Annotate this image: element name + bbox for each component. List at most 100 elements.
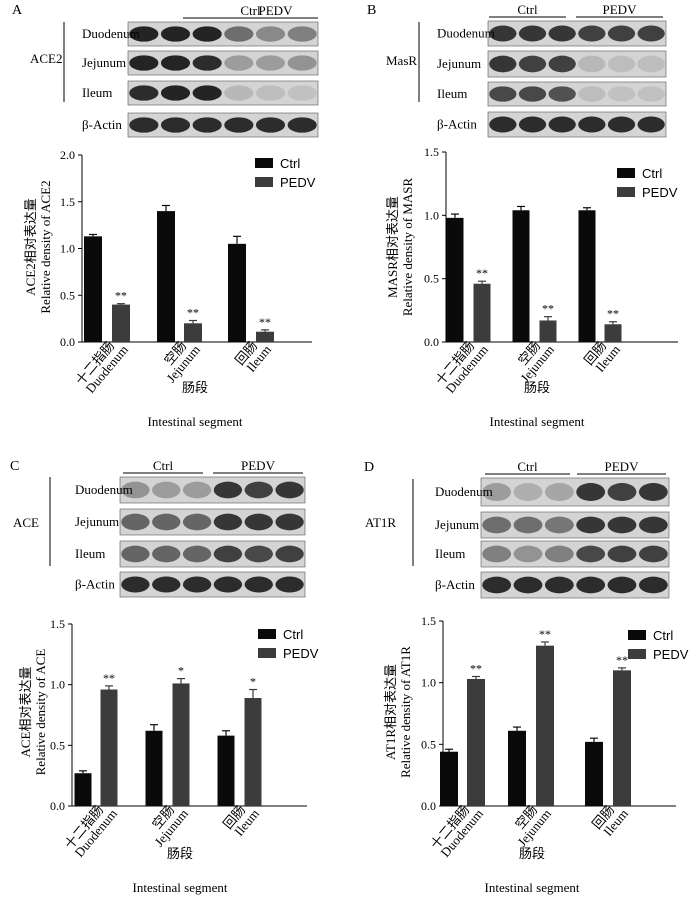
y-title-en: Relative density of ACE2 [38,180,53,313]
blot-band [578,86,606,102]
panel-d: D Ctrl PEDV AT1R Duodenum Jejunum Ileum β-Actin… [364,459,689,895]
blot-band [192,55,222,71]
blot-row-actin: β-Actin [437,111,667,138]
blot-band [244,576,273,593]
bar-pedv [112,304,130,342]
legend-label-ctrl: Ctrl [283,627,303,642]
blot-strip [487,50,667,78]
protein-label: ACE2 [30,51,63,66]
bar-pedv [100,689,118,806]
blot-band [244,513,273,531]
y-title-cn: ACE相对表达量 [18,666,33,757]
blot-band [224,85,254,101]
y-tick-label: 0.0 [60,335,75,349]
bar-ctrl [512,210,530,342]
row-label: Ileum [75,546,105,561]
blot-row-actin: β-Actin [435,571,670,599]
blot-strip [480,571,670,599]
row-label: Jejunum [435,517,479,532]
x-title-cn: 肠段 [182,380,208,395]
y-title-en: Relative density of AT1R [398,646,413,778]
blot-strip [487,81,667,107]
blot-band [192,85,222,101]
blot-row-duodenum: Duodenum [82,21,319,47]
y-title-en: Relative density of MASR [400,178,415,317]
blot-band [489,25,517,42]
significance-mark: ** [542,302,554,316]
blot-band [224,55,254,71]
legend-swatch-ctrl [617,168,635,178]
bar-pedv [467,678,485,806]
protein-label: MasR [386,53,417,68]
blot-band [121,513,150,531]
bar-ctrl [508,730,526,806]
y-tick-label: 2.0 [60,148,75,162]
blot-row-jejunum: Jejunum [75,508,306,536]
group-label-pedv: PEDV [241,458,276,473]
blot-band [152,545,181,563]
legend-swatch-pedv [255,177,273,187]
blot-row-duodenum: Duodenum [435,477,670,507]
bar-pedv [536,645,554,806]
x-category-label: 十二指肠Duodenum [432,334,491,396]
blot-band [482,483,512,501]
blot-band [489,55,517,73]
y-axis-title: ACE相对表达量Relative density of ACE [18,649,48,776]
blot-row-jejunum: Jejunum [435,511,670,539]
bar-ctrl [217,735,235,806]
blot-strip [487,111,667,138]
x-title-en: Intestinal segment [148,414,243,429]
x-category-label: 十二指肠Duodenum [427,798,486,860]
protein-label: ACE [13,515,39,530]
blot-strip [480,477,670,507]
blot-row-duodenum: Duodenum [75,476,306,504]
blot-band [129,26,159,42]
blot-band [544,576,574,594]
blot-band [182,513,212,531]
x-category-label: 十二指肠Duodenum [61,798,120,860]
blot-band [482,516,512,534]
blot-band [287,85,317,101]
significance-mark: ** [259,315,271,329]
blot-band [637,86,665,102]
bar-pedv [473,283,491,342]
x-title-en: Intestinal segment [490,414,585,429]
legend-label-pedv: PEDV [653,647,689,662]
y-axis-title: AT1R相对表达量Relative density of AT1R [383,646,413,778]
blot-band [544,483,574,501]
x-title-en: Intestinal segment [485,880,580,895]
blot-strip [119,508,306,536]
blot-band [287,26,317,42]
blot-band [548,116,576,133]
y-title-cn: AT1R相对表达量 [383,664,398,760]
blot-strip [127,21,319,47]
blot-band [637,55,665,73]
blot-band [544,545,574,563]
blot-band [244,481,273,499]
significance-mark: * [178,664,184,678]
row-label: β-Actin [82,117,122,132]
row-label: Duodenum [82,26,140,41]
blot-band [213,481,243,499]
blot-band [482,576,512,594]
bar-ctrl [446,217,464,342]
y-tick-label: 1.0 [421,676,436,690]
y-tick-label: 1.0 [60,242,75,256]
blot-band [152,513,181,531]
legend-label-pedv: PEDV [642,185,678,200]
bar-pedv [613,670,631,806]
blot-band [213,545,243,563]
y-title-cn: ACE2相对表达量 [23,198,38,296]
blot-band [224,117,254,133]
significance-mark: ** [539,627,551,641]
blot-band [518,116,547,133]
y-tick-label: 0.0 [421,799,436,813]
legend-swatch-ctrl [258,629,276,639]
y-tick-label: 0.5 [50,738,65,752]
y-tick-label: 1.0 [424,208,439,222]
blot-row-ileum: Ileum [75,540,306,568]
blot-band [244,545,273,563]
blot-band [638,576,668,594]
bar-ctrl [578,210,596,342]
group-label-ctrl: Ctrl [153,458,174,473]
